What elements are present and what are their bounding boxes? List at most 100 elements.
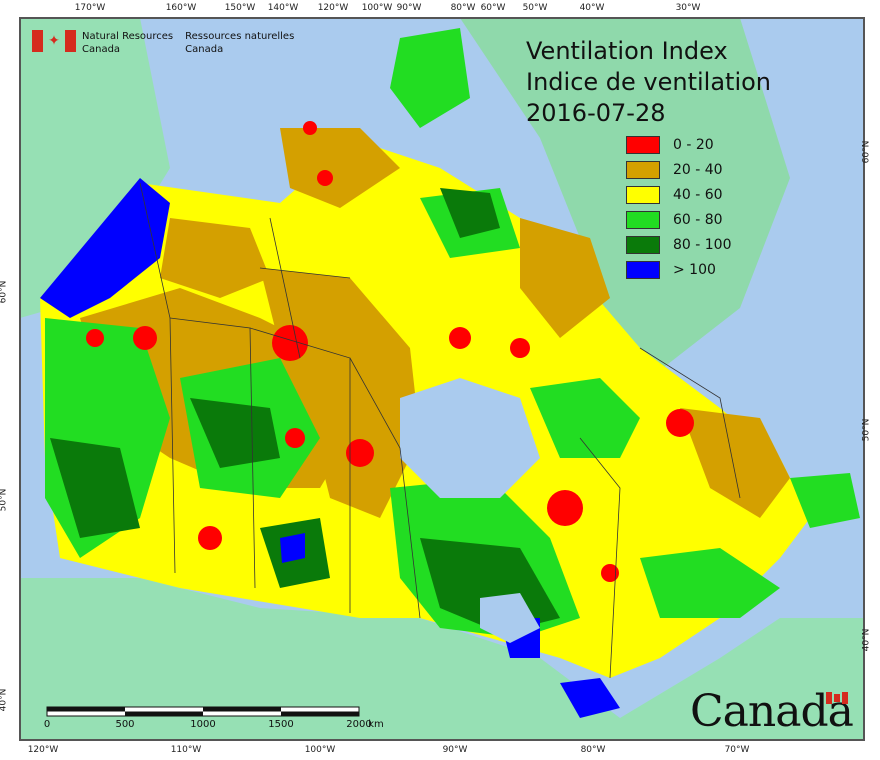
zone-0-20-nunavik: [510, 338, 530, 358]
canada-flag-icon: ✦: [32, 30, 76, 52]
greenland-land: [460, 18, 790, 378]
ventilation-map: [20, 18, 864, 740]
graticule-label: 40°N: [861, 628, 872, 652]
legend-label: 60 - 80: [673, 211, 723, 228]
legend-swatch: [626, 260, 660, 279]
great-lakes: [480, 593, 540, 643]
graticule-label: 160°W: [165, 3, 197, 13]
legend-item: 20 - 40: [626, 157, 732, 182]
zone-80-100-west: [50, 438, 140, 538]
legend-swatch: [626, 235, 660, 254]
legend-label: > 100: [673, 261, 716, 278]
zone-0-20-nu: [272, 325, 308, 361]
legend-item: 40 - 60: [626, 182, 732, 207]
province-borders: [139, 182, 741, 679]
zone-60-80-arctic: [390, 28, 470, 128]
graticule-label: 40°N: [0, 688, 9, 712]
scale-tick-label: 1500: [268, 719, 294, 730]
zone-20-40-quebec: [680, 408, 790, 518]
graticule-label: 100°W: [304, 745, 336, 755]
graticule-label: 120°W: [317, 3, 349, 13]
legend-swatch: [626, 160, 660, 179]
legend-label: 40 - 60: [673, 186, 723, 203]
graticule-label: 70°W: [724, 745, 750, 755]
graticule-label: 60°W: [480, 3, 506, 13]
zone-80-100-prairie: [190, 398, 280, 468]
title-english: Ventilation Index: [526, 37, 728, 65]
neatline: [20, 18, 864, 740]
scale-tick-label: 500: [115, 719, 135, 730]
wordmark-flag-icon: [826, 692, 848, 704]
legend-swatch: [626, 135, 660, 154]
zone-0-20-qc: [547, 490, 583, 526]
legend-label: 20 - 40: [673, 161, 723, 178]
legend-item: 60 - 80: [626, 207, 732, 232]
zone-100-south-ontario: [560, 678, 620, 718]
title-french: Indice de ventilation: [526, 68, 772, 96]
zone-0-20-sk: [346, 439, 374, 467]
graticule-label: 80°W: [580, 745, 606, 755]
zone-0-20-sk2: [285, 428, 305, 448]
zone-0-20-lab: [666, 409, 694, 437]
agency-en-line2: Canada: [82, 44, 121, 55]
zone-60-80-quebec: [530, 378, 640, 458]
zone-80-100-baffin: [440, 188, 500, 238]
agency-fr-line2: Canada: [185, 44, 224, 55]
scale-bar: 0 500 1000 1500 2000 km: [43, 705, 384, 733]
map-title: Ventilation Index Indice de ventilation …: [526, 36, 771, 129]
zone-0-20-bc: [133, 326, 157, 350]
graticule-label: 80°W: [450, 3, 476, 13]
agency-fr-line1: Ressources naturelles: [185, 31, 295, 42]
alaska-land: [20, 18, 170, 318]
zone-100-ab: [280, 533, 305, 563]
zone-0-20-baffin: [449, 327, 471, 349]
hudson-bay: [400, 378, 540, 498]
graticule-label: 110°W: [170, 745, 202, 755]
title-date: 2016-07-28: [526, 99, 666, 127]
scale-tick-label: 0: [43, 719, 51, 730]
graticule-label: 30°W: [675, 3, 701, 13]
zone-100-yukon: [40, 178, 170, 318]
map-panel: [19, 17, 865, 741]
zone-0-20-ab: [198, 526, 222, 550]
graticule-label: 50°N: [861, 418, 872, 442]
legend-label: 0 - 20: [673, 136, 714, 153]
legend-item: 80 - 100: [626, 232, 732, 257]
legend-item: > 100: [626, 257, 732, 282]
zone-20-40-nw: [160, 218, 270, 298]
scale-unit: km: [368, 719, 384, 730]
graticule-label: 60°N: [861, 140, 872, 164]
graticule-label: 40°W: [579, 3, 605, 13]
graticule-label: 50°N: [0, 488, 9, 512]
graticule-label: 90°W: [396, 3, 422, 13]
graticule-label: 100°W: [361, 3, 393, 13]
graticule-label: 50°W: [522, 3, 548, 13]
scale-tick-label: 1000: [190, 719, 216, 730]
zone-20-40-baffin: [520, 218, 610, 338]
agency-signature: ✦ Natural Resources Canada Ressources na…: [32, 30, 306, 56]
usa-land: [20, 578, 864, 740]
legend: 0 - 20 20 - 40 40 - 60 60 - 80 80 - 100 > 100: [626, 132, 732, 282]
graticule-label: 150°W: [224, 3, 256, 13]
graticule-label: 60°N: [0, 280, 9, 304]
zone-20-40-north: [280, 128, 400, 208]
legend-swatch: [626, 210, 660, 229]
agency-french: Ressources naturelles Canada: [185, 30, 294, 56]
scale-bar-graphic: [46, 706, 360, 717]
graticule-label: 170°W: [74, 3, 106, 13]
zone-0-20-arctic: [317, 170, 333, 186]
zone-0-20-qc2: [601, 564, 619, 582]
scale-tick-label: 2000: [346, 719, 372, 730]
agency-en-line1: Natural Resources: [82, 31, 174, 42]
graticule-label: 140°W: [267, 3, 299, 13]
zone-0-20-nw: [86, 329, 104, 347]
legend-item: 0 - 20: [626, 132, 732, 157]
legend-label: 80 - 100: [673, 236, 732, 253]
zone-60-80-nfld: [790, 473, 860, 528]
graticule-label: 120°W: [27, 745, 59, 755]
zone-60-80-maritimes: [640, 548, 780, 618]
graticule-label: 90°W: [442, 745, 468, 755]
agency-english: Natural Resources Canada: [82, 30, 173, 56]
zone-0-20-arctic2: [303, 121, 317, 135]
